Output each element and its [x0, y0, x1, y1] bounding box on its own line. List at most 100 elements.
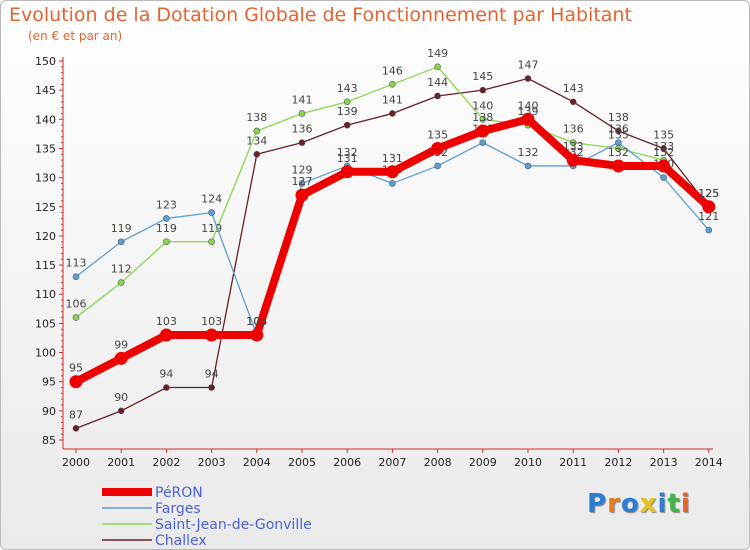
x-tick-label: 2013: [650, 456, 678, 469]
data-point: [163, 215, 170, 222]
logo-letter: i: [680, 489, 691, 519]
logo-letter: P: [587, 489, 608, 519]
x-tick-label: 2009: [469, 456, 497, 469]
logo-letter: o: [620, 489, 640, 519]
data-point: [114, 351, 128, 365]
data-point: [253, 150, 261, 158]
data-label: 133: [653, 140, 674, 153]
data-point: [479, 86, 487, 94]
data-point: [250, 328, 264, 342]
data-point: [431, 141, 445, 155]
data-label: 132: [653, 146, 674, 159]
legend-label: Saint-Jean-de-Gonville: [155, 517, 312, 533]
x-tick-label: 2005: [288, 456, 316, 469]
data-point: [205, 328, 219, 342]
data-label: 143: [563, 82, 584, 95]
data-label: 132: [608, 146, 629, 159]
x-tick-label: 2012: [604, 456, 632, 469]
data-point: [702, 200, 716, 214]
data-point: [298, 110, 306, 117]
data-label: 140: [472, 99, 493, 112]
y-tick-label: 125: [35, 201, 56, 214]
logo-letter: x: [639, 489, 658, 519]
x-tick-label: 2007: [378, 456, 406, 469]
data-point: [340, 165, 354, 179]
chart-title: Evolution de la Dotation Globale de Fonc…: [9, 4, 632, 26]
data-point: [72, 314, 80, 321]
data-label: 123: [156, 198, 177, 211]
data-point: [660, 145, 667, 152]
data-point: [208, 384, 215, 391]
x-tick-label: 2014: [695, 456, 723, 469]
proxiti-logo: Proxiti: [587, 489, 691, 519]
data-label: 139: [518, 105, 539, 118]
data-label: 146: [382, 64, 403, 77]
x-tick-label: 2002: [152, 456, 180, 469]
y-tick-label: 95: [42, 376, 56, 389]
data-label: 90: [114, 391, 128, 404]
data-label: 147: [518, 58, 539, 71]
y-tick-label: 140: [35, 113, 56, 126]
x-tick-label: 2011: [559, 456, 587, 469]
data-label: 103: [201, 315, 222, 328]
x-tick-label: 2006: [333, 456, 361, 469]
data-point: [524, 75, 532, 82]
data-label: 140: [518, 99, 539, 112]
data-label: 132: [518, 146, 539, 159]
data-label: 99: [114, 338, 128, 351]
data-point: [657, 159, 671, 173]
legend-label: Challex: [155, 533, 207, 549]
y-tick-label: 115: [35, 259, 56, 272]
logo-letter: t: [667, 489, 681, 519]
data-label: 138: [246, 111, 267, 124]
data-point: [524, 162, 532, 170]
data-label: 134: [246, 134, 267, 147]
x-tick-label: 2004: [243, 456, 271, 469]
data-label: 127: [292, 175, 313, 188]
data-point: [343, 121, 351, 129]
y-tick-label: 130: [35, 172, 56, 185]
data-label: 135: [653, 128, 674, 141]
data-point: [117, 238, 125, 246]
data-point: [521, 112, 535, 126]
data-point: [295, 188, 309, 202]
data-point: [705, 226, 713, 234]
x-tick-label: 2008: [424, 456, 452, 469]
y-tick-label: 135: [35, 142, 56, 155]
data-point: [117, 407, 125, 415]
data-point: [72, 425, 80, 432]
data-label: 119: [111, 222, 132, 235]
data-point: [117, 279, 125, 286]
data-point: [208, 209, 215, 216]
data-point: [566, 153, 580, 167]
legend-label: PéRON: [155, 485, 203, 501]
data-label: 113: [66, 257, 87, 270]
data-point: [253, 127, 261, 135]
data-point: [569, 139, 577, 146]
data-point: [615, 127, 622, 135]
data-label: 87: [69, 408, 83, 421]
chart-subtitle: (en € et par an): [28, 29, 123, 43]
data-label: 103: [246, 315, 267, 328]
data-label: 103: [156, 315, 177, 328]
data-label: 106: [66, 298, 87, 311]
data-label: 121: [698, 210, 719, 223]
data-label: 125: [698, 187, 719, 200]
y-tick-label: 105: [35, 317, 56, 330]
data-point: [434, 162, 441, 170]
data-point: [385, 165, 399, 179]
data-point: [298, 180, 306, 187]
data-label: 138: [608, 111, 629, 124]
x-tick-label: 2000: [62, 456, 90, 469]
data-point: [660, 174, 667, 181]
y-tick-label: 120: [35, 230, 56, 243]
data-point: [611, 159, 625, 173]
data-label: 125: [698, 187, 719, 200]
data-label: 131: [382, 152, 403, 165]
logo-letter: i: [657, 489, 668, 519]
data-point: [163, 238, 170, 246]
data-point: [434, 92, 441, 100]
data-label: 141: [292, 93, 313, 106]
data-point: [479, 116, 487, 123]
